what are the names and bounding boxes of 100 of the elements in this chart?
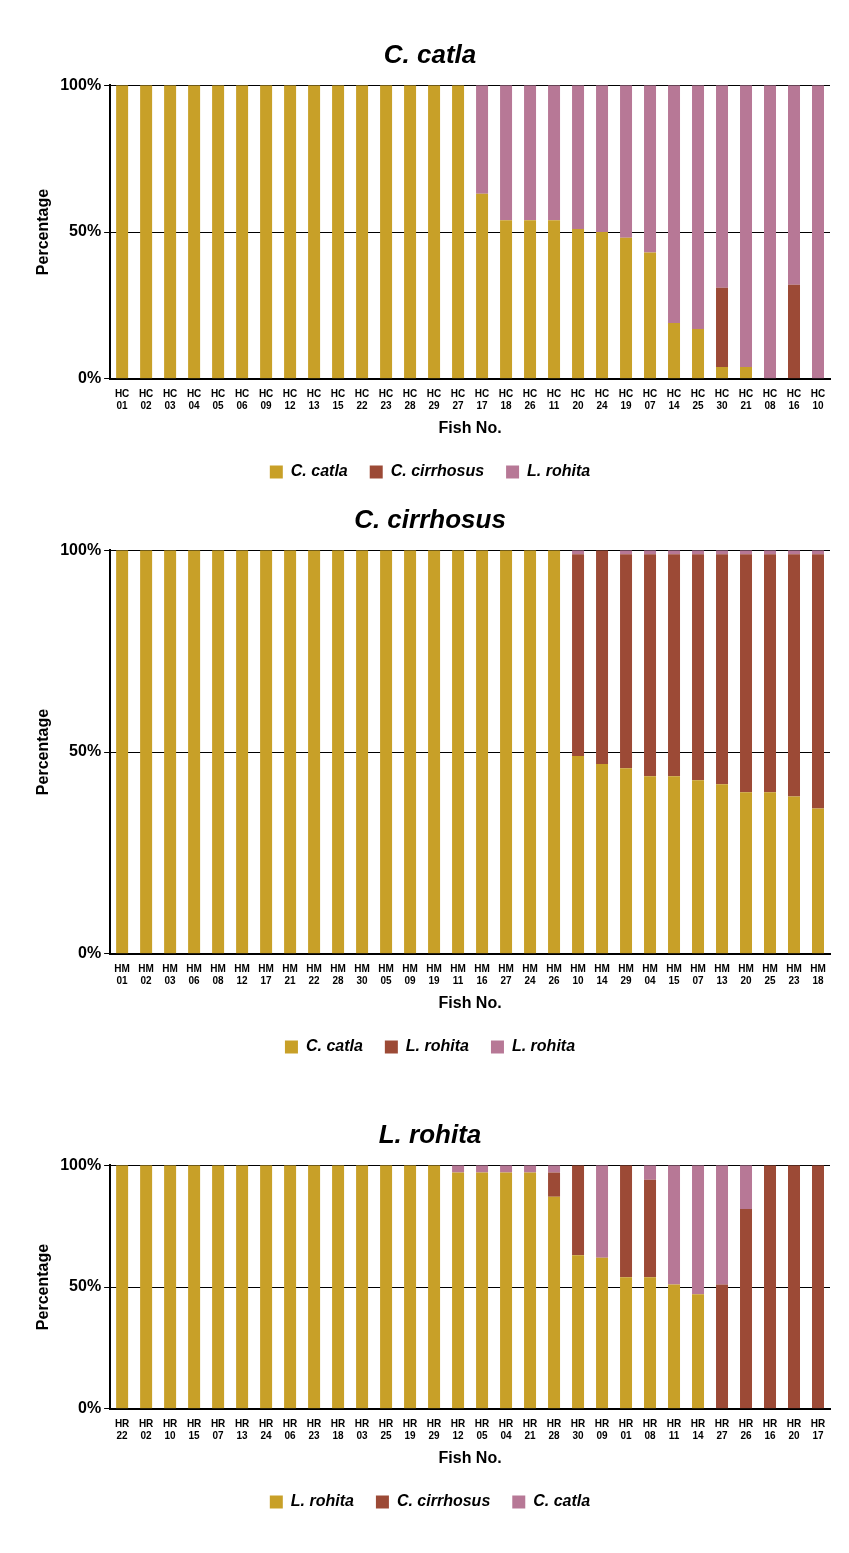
x-tick-label: HM 16 xyxy=(474,962,490,986)
y-axis-title: Percentage xyxy=(34,1243,52,1331)
x-tick-label: HR 12 xyxy=(450,1417,467,1441)
bar xyxy=(476,85,489,194)
y-axis-title: Percentage xyxy=(34,188,52,276)
x-tick-label: HM 24 xyxy=(522,962,538,986)
bar xyxy=(668,85,681,324)
x-tick-label: HC 17 xyxy=(474,387,490,411)
x-tick-label: HR 07 xyxy=(210,1417,227,1441)
x-axis-title: Fish No. xyxy=(438,1448,502,1466)
bar xyxy=(572,1255,585,1409)
x-tick-label: HC 08 xyxy=(762,387,778,411)
bar xyxy=(140,1165,153,1409)
x-tick-label: HR 05 xyxy=(474,1417,491,1441)
bar xyxy=(668,1284,681,1409)
x-tick-label: HM 25 xyxy=(762,962,778,986)
bar xyxy=(716,1165,729,1285)
x-tick-label: HM 10 xyxy=(570,962,586,986)
bar xyxy=(668,554,681,777)
bar xyxy=(740,554,753,793)
bar xyxy=(596,85,609,232)
x-tick-label: HR 16 xyxy=(762,1417,779,1441)
x-axis-title: Fish No. xyxy=(438,418,502,436)
bar xyxy=(596,1165,609,1258)
bar xyxy=(596,232,609,379)
bar xyxy=(692,780,705,954)
y-tick-label: 50% xyxy=(69,1277,102,1295)
y-tick-label: 100% xyxy=(60,75,102,93)
x-tick-label: HM 29 xyxy=(618,962,634,986)
x-tick-label: HM 17 xyxy=(258,962,274,986)
x-tick-label: HR 24 xyxy=(258,1417,275,1441)
bar xyxy=(764,85,777,379)
x-tick-label: HM 15 xyxy=(666,962,682,986)
x-tick-label: HR 19 xyxy=(402,1417,419,1441)
bar xyxy=(716,1284,729,1409)
bar xyxy=(620,237,633,379)
bar xyxy=(620,768,633,954)
bar xyxy=(524,1165,537,1173)
x-tick-label: HR 04 xyxy=(498,1417,515,1441)
x-tick-label: HC 30 xyxy=(714,387,730,411)
bar xyxy=(692,554,705,781)
x-tick-label: HC 19 xyxy=(618,387,634,411)
bar xyxy=(764,792,777,954)
x-tick-label: HR 20 xyxy=(786,1417,802,1441)
bar xyxy=(740,792,753,954)
legend-label: C. catla xyxy=(533,1492,591,1510)
bar xyxy=(284,550,297,954)
x-tick-label: HM 07 xyxy=(690,962,706,986)
bar xyxy=(212,85,225,379)
bar xyxy=(812,808,824,954)
x-tick-label: HM 11 xyxy=(450,962,466,986)
legend-label: L. rohita xyxy=(290,1492,355,1510)
legend-label: C. catla xyxy=(290,462,348,480)
bar xyxy=(332,85,345,379)
bar xyxy=(668,776,681,954)
x-tick-label: HR 10 xyxy=(162,1417,179,1441)
x-tick-label: HM 30 xyxy=(354,962,370,986)
bar xyxy=(188,1165,201,1409)
chart-title: C. cirrhosus xyxy=(354,503,506,534)
bar xyxy=(572,229,585,379)
bar xyxy=(572,554,585,757)
x-tick-label: HR 03 xyxy=(354,1417,371,1441)
x-tick-label: HR 21 xyxy=(522,1417,539,1441)
bar xyxy=(500,1165,513,1173)
bar xyxy=(284,85,297,379)
x-tick-label: HC 10 xyxy=(810,387,826,411)
bar xyxy=(716,85,729,288)
legend-label: C. cirrhosus xyxy=(396,1492,491,1510)
bar xyxy=(644,1165,657,1180)
x-tick-label: HC 26 xyxy=(522,387,538,411)
x-tick-label: HC 02 xyxy=(138,387,154,411)
x-tick-label: HM 05 xyxy=(378,962,394,986)
x-tick-label: HC 14 xyxy=(666,387,682,411)
bar xyxy=(572,85,585,230)
bar xyxy=(524,85,537,221)
bar xyxy=(356,1165,369,1409)
x-tick-label: HM 18 xyxy=(810,962,826,986)
x-tick-label: HC 09 xyxy=(258,387,274,411)
bar xyxy=(188,550,201,954)
x-tick-label: HM 08 xyxy=(210,962,226,986)
x-tick-label: HR 02 xyxy=(138,1417,155,1441)
x-tick-label: HR 23 xyxy=(306,1417,323,1441)
x-tick-label: HM 04 xyxy=(642,962,658,986)
bar xyxy=(548,1172,561,1197)
bar xyxy=(332,550,345,954)
y-tick-label: 50% xyxy=(69,742,102,760)
x-tick-label: HM 19 xyxy=(426,962,442,986)
bar xyxy=(308,550,321,954)
bar xyxy=(668,323,681,379)
bar xyxy=(548,1196,561,1409)
bar xyxy=(500,85,513,221)
bar xyxy=(644,554,657,777)
bar xyxy=(356,85,369,379)
bar xyxy=(788,1165,801,1409)
bar xyxy=(164,85,177,379)
bar xyxy=(476,193,489,379)
bar xyxy=(476,1165,489,1173)
bar xyxy=(524,1172,537,1409)
chart-title: L. rohita xyxy=(378,1118,482,1149)
x-tick-label: HM 27 xyxy=(498,962,514,986)
